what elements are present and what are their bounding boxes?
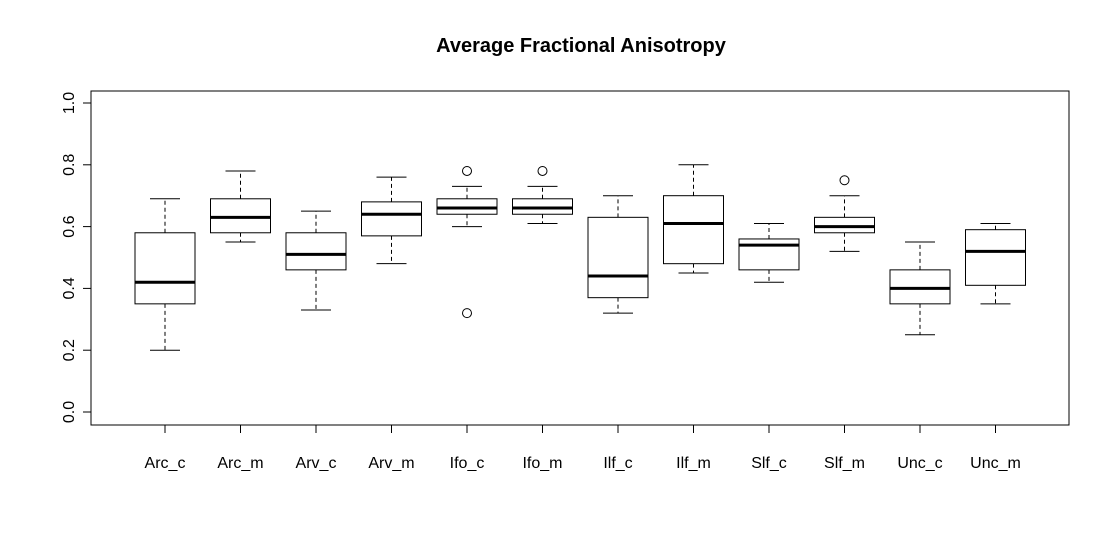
x-tick-label: Arc_m [217, 455, 263, 472]
outlier-point [462, 308, 472, 319]
y-tick-label: 0.6 [61, 215, 78, 237]
x-tick-label: Slf_m [824, 455, 865, 472]
box-slf-m [814, 175, 875, 252]
box-slf-c [738, 223, 800, 283]
y-tick-label: 1.0 [61, 92, 78, 114]
iqr-box [210, 198, 271, 234]
iqr-box [436, 198, 498, 215]
iqr-box [814, 216, 875, 234]
chart-title: Average Fractional Anisotropy [436, 35, 727, 57]
plot-frame [90, 90, 1070, 426]
outlier-point [839, 175, 850, 186]
y-tick-label: 0.2 [61, 339, 78, 361]
box-ifo-c [436, 165, 498, 319]
y-tick-label: 0.4 [61, 277, 78, 299]
iqr-box [889, 269, 951, 305]
x-tick-label: Arc_c [145, 455, 186, 472]
x-tick-label: Ilf_c [603, 455, 632, 472]
y-tick-label: 0.0 [61, 401, 78, 423]
iqr-box [512, 198, 573, 215]
x-tick-label: Ifo_m [522, 455, 562, 472]
x-tick-label: Unc_c [897, 455, 942, 472]
box-arv-m [361, 176, 422, 265]
x-tick-label: Ifo_c [450, 455, 485, 472]
iqr-box [587, 216, 649, 299]
x-tick-label: Arv_m [368, 455, 414, 472]
iqr-box [965, 229, 1026, 286]
x-tick-label: Slf_c [751, 455, 787, 472]
iqr-box [134, 232, 196, 305]
x-axis: Arc_c Arc_m Arv_c Arv_m Ifo_c Ifo_m Ilf_c Ilf_m… [145, 424, 1021, 472]
x-tick-label: Unc_m [970, 455, 1021, 472]
box-group [134, 164, 1026, 351]
x-tick-label: Ilf_m [676, 455, 711, 472]
iqr-box [285, 232, 347, 271]
box-ilf-c [587, 195, 649, 314]
box-arv-c [285, 210, 347, 311]
y-axis: 0.0 0.2 0.4 0.6 0.8 1.0 [61, 92, 92, 423]
box-arc-m [210, 170, 271, 243]
iqr-box [738, 238, 800, 271]
y-tick-label: 0.8 [61, 154, 78, 176]
box-ilf-m [663, 164, 724, 274]
iqr-box [361, 201, 422, 237]
iqr-box [663, 195, 724, 265]
x-tick-label: Arv_c [296, 455, 337, 472]
box-ifo-m [512, 165, 573, 225]
box-unc-m [965, 223, 1026, 305]
box-unc-c [889, 241, 951, 336]
box-arc-c [134, 198, 196, 351]
outlier-point [462, 165, 472, 176]
outlier-point [537, 165, 548, 176]
